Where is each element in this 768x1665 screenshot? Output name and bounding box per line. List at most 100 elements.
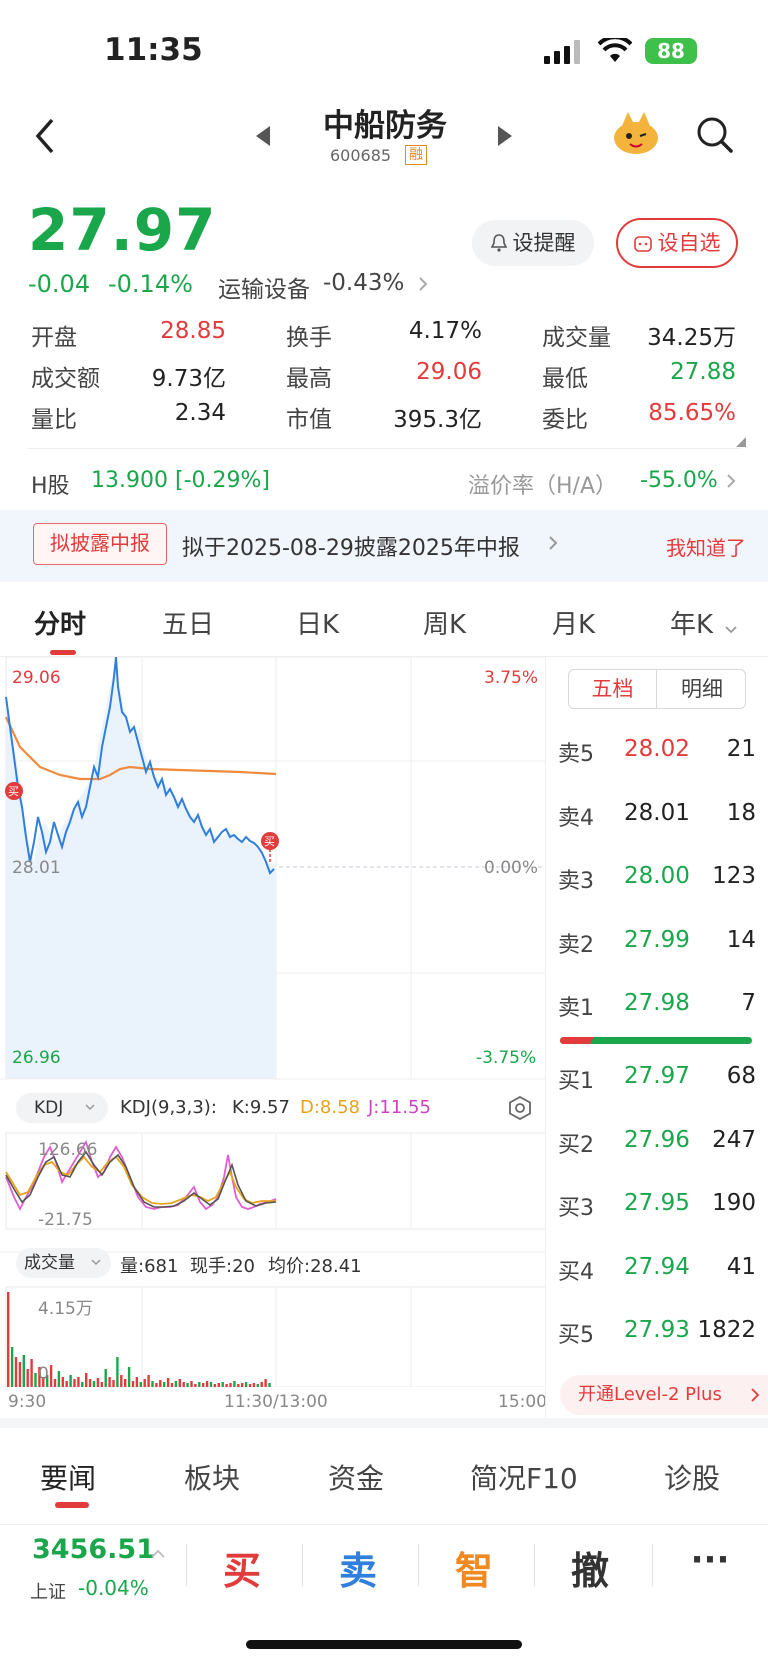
settings-icon[interactable]: [508, 1095, 532, 1124]
volume-bar: [221, 1382, 224, 1387]
smart-trade-button[interactable]: 智: [454, 1549, 493, 1593]
kdj-params: KDJ(9,3,3):: [120, 1097, 217, 1118]
tab-diagnosis[interactable]: 诊股: [664, 1462, 721, 1495]
orderbook-row[interactable]: 买3 27.95 190: [558, 1190, 758, 1222]
volume-bar: [166, 1378, 170, 1387]
orderbook-volume: 18: [726, 799, 756, 826]
volume-top-label: 4.15万: [38, 1299, 93, 1319]
volume-bar: [77, 1377, 80, 1387]
chevron-right-icon: [418, 276, 428, 296]
tab-five-day[interactable]: 五日: [162, 610, 215, 640]
battery-indicator: 88: [645, 38, 697, 64]
volume-bar: [65, 1381, 68, 1387]
chart-mid-pct: 0.00%: [484, 858, 539, 878]
orderbook-volume: 21: [726, 736, 756, 762]
expand-corner-icon[interactable]: [736, 432, 746, 451]
divider: [652, 1544, 653, 1586]
chevron-up-icon[interactable]: [150, 1544, 166, 1563]
dismiss-notice-button[interactable]: 我知道了: [666, 536, 746, 560]
volume-bar: [34, 1373, 37, 1387]
volume-bar: [159, 1380, 162, 1387]
hshare-label: H股: [31, 474, 70, 499]
tab-five-levels[interactable]: 五档: [569, 670, 657, 708]
time-label-mid: 11:30/13:00: [224, 1392, 328, 1412]
back-icon[interactable]: [32, 116, 56, 160]
orderbook-price: 27.94: [624, 1253, 690, 1280]
orderbook-volume: 14: [726, 926, 756, 953]
cancel-order-button[interactable]: 撤: [570, 1549, 609, 1593]
volume-bar: [85, 1373, 88, 1387]
search-icon[interactable]: [696, 116, 734, 158]
volume-bar: [209, 1382, 213, 1387]
volume-selector[interactable]: 成交量: [16, 1248, 111, 1278]
tab-daily-k[interactable]: 日K: [296, 610, 340, 640]
volume-bar: [190, 1381, 193, 1387]
volume-bar: [92, 1381, 96, 1387]
orderbook-row[interactable]: 卖4 28.01 18: [558, 800, 758, 832]
volume-bar: [241, 1383, 244, 1387]
next-stock-icon[interactable]: [498, 126, 512, 150]
buy-button[interactable]: 买: [222, 1549, 261, 1593]
index-value[interactable]: 3456.51: [32, 1534, 155, 1565]
tab-funds[interactable]: 资金: [328, 1462, 385, 1495]
orderbook-row[interactable]: 卖2 27.99 14: [558, 927, 758, 959]
mascot-icon[interactable]: [612, 110, 660, 160]
tab-news[interactable]: 要闻: [40, 1462, 97, 1495]
sector-link[interactable]: 运输设备: [218, 277, 310, 303]
volume-bar: [10, 1347, 14, 1387]
hshare-change: [-0.29%]: [175, 468, 270, 493]
tab-monthly-k[interactable]: 月K: [552, 610, 596, 640]
tab-sector[interactable]: 板块: [184, 1462, 241, 1495]
tab-weekly-k[interactable]: 周K: [423, 610, 467, 640]
volume-bar: [73, 1379, 76, 1387]
volume-bar: [147, 1375, 150, 1387]
indicator-selector[interactable]: KDJ: [16, 1093, 108, 1123]
orderbook-toggle[interactable]: 五档 明细: [568, 669, 746, 709]
volume-bar: [143, 1379, 146, 1387]
stat-label: 量比: [31, 407, 77, 433]
orderbook-price: 27.95: [624, 1190, 690, 1216]
bid-ask-ratio-bar: [560, 1037, 752, 1044]
tab-underline: [50, 650, 76, 655]
more-button[interactable]: ···: [690, 1540, 730, 1580]
orderbook-row[interactable]: 买5 27.93 1822: [558, 1317, 758, 1349]
volume-bar: [81, 1382, 84, 1387]
intraday-chart[interactable]: [0, 657, 546, 1387]
tab-intraday[interactable]: 分时: [34, 610, 87, 640]
volume-bar: [88, 1379, 92, 1387]
volume-bar: [268, 1383, 271, 1387]
volume-zero-label: 0: [38, 1364, 49, 1384]
orderbook-row[interactable]: 卖1 27.98 7: [558, 990, 758, 1022]
tab-details[interactable]: 明细: [681, 677, 723, 701]
orderbook-price: 27.99: [624, 926, 690, 953]
stat-value: 4.17%: [408, 318, 482, 344]
notice-text[interactable]: 拟于2025-08-29披露2025年中报: [182, 536, 520, 561]
chevron-right-icon[interactable]: [726, 473, 736, 493]
orderbook-level-label: 买2: [558, 1132, 594, 1158]
stock-title: 中船防务: [323, 108, 447, 144]
orderbook-price: 27.93: [624, 1317, 690, 1343]
orderbook-row[interactable]: 买4 27.94 41: [558, 1254, 758, 1286]
level2-upgrade-button[interactable]: 开通Level-2 Plus: [560, 1375, 768, 1415]
orderbook-row[interactable]: 买1 27.97 68: [558, 1063, 758, 1095]
volume-bar: [205, 1381, 209, 1387]
volume-bar: [46, 1375, 49, 1387]
tab-profile[interactable]: 简况F10: [470, 1462, 578, 1495]
stat-label: 最低: [542, 366, 588, 392]
premium-label: 溢价率（H/A）: [468, 474, 618, 499]
add-favorite-button[interactable]: 设自选: [616, 218, 738, 268]
chevron-right-icon: [548, 535, 558, 555]
volume-bar: [14, 1357, 18, 1387]
orderbook-row[interactable]: 卖3 28.00 123: [558, 863, 758, 895]
tab-yearly-k[interactable]: 年K: [670, 610, 714, 640]
sell-button[interactable]: 卖: [338, 1549, 377, 1593]
orderbook-row[interactable]: 卖5 28.02 21: [558, 736, 758, 768]
time-label-open: 9:30: [8, 1392, 47, 1412]
prev-stock-icon[interactable]: [256, 126, 270, 150]
chevron-down-icon[interactable]: [724, 620, 738, 639]
volume-bar: [194, 1384, 197, 1387]
volume-bar: [116, 1357, 119, 1387]
set-alert-button[interactable]: 设提醒: [472, 220, 594, 266]
orderbook-price: 27.98: [624, 990, 690, 1016]
orderbook-row[interactable]: 买2 27.96 247: [558, 1127, 758, 1159]
